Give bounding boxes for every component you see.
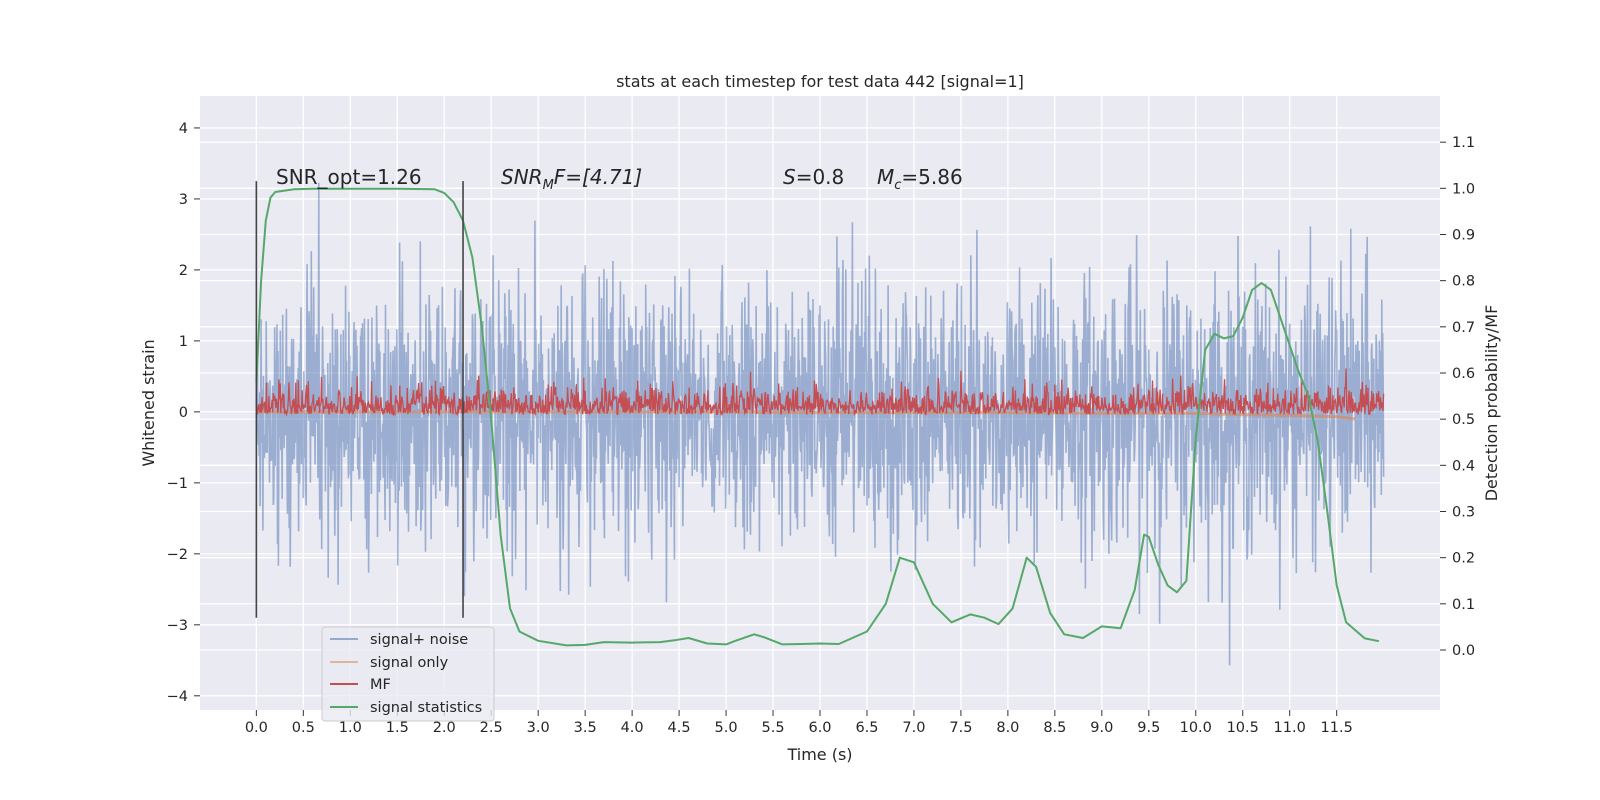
y-axis-right-label: Detection probability/MF xyxy=(1482,305,1501,502)
x-tick-label: 9.5 xyxy=(1137,720,1160,736)
legend-label-signal-noise: signal+ noise xyxy=(370,632,468,648)
y-axis-left-ticks: 4 3 2 1 0 −1 −2 −3 −4 xyxy=(167,121,200,705)
y-right-tick-label: 0.4 xyxy=(1452,458,1475,474)
x-tick-label: 4.0 xyxy=(621,720,644,736)
y-right-tick-label: 0.8 xyxy=(1452,274,1475,290)
legend: signal+ noise signal only MF signal stat… xyxy=(321,626,495,722)
vertical-lines xyxy=(255,181,464,618)
y-left-tick-label: −2 xyxy=(167,547,188,563)
x-tick-label: 8.5 xyxy=(1043,720,1066,736)
x-tick-label: 10.5 xyxy=(1227,720,1259,736)
x-tick-label: 5.0 xyxy=(715,720,738,736)
y-axis-right-ticks: 1.1 1.0 0.9 0.8 0.7 0.6 0.5 0.4 0.3 0.2 0.1 0.0 xyxy=(1440,135,1475,659)
y-left-tick-label: 2 xyxy=(179,263,188,279)
x-tick-label: 1.0 xyxy=(339,720,362,736)
x-tick-label: 10.0 xyxy=(1180,720,1212,736)
chart-title: stats at each timestep for test data 442… xyxy=(616,72,1024,91)
y-left-tick-label: 4 xyxy=(179,121,188,137)
x-tick-label: 8.0 xyxy=(996,720,1019,736)
x-axis-label: Time (s) xyxy=(786,745,852,764)
series-signal-noise xyxy=(255,182,1385,666)
y-right-tick-label: 0.2 xyxy=(1452,551,1475,567)
x-tick-label: 3.5 xyxy=(574,720,597,736)
y-left-tick-label: −4 xyxy=(167,689,188,705)
annotation-snr-mf: SNRMF=[4.71] xyxy=(501,165,642,193)
y-right-tick-label: 0.7 xyxy=(1452,320,1475,336)
y-right-tick-label: 0.9 xyxy=(1452,227,1475,243)
y-right-tick-label: 1.0 xyxy=(1452,181,1475,197)
x-tick-label: 2.0 xyxy=(433,720,456,736)
y-right-tick-label: 0.5 xyxy=(1452,412,1475,428)
series-layer xyxy=(255,182,1385,666)
x-tick-label: 7.5 xyxy=(949,720,972,736)
y-axis-left-label: Whitened strain xyxy=(139,339,158,466)
x-tick-label: 1.5 xyxy=(386,720,409,736)
y-left-tick-label: 0 xyxy=(179,405,188,421)
y-right-tick-label: 0.3 xyxy=(1452,504,1475,520)
y-right-tick-label: 0.6 xyxy=(1452,366,1475,382)
legend-label-signal-only: signal only xyxy=(370,655,449,671)
x-tick-label: 0.0 xyxy=(245,720,268,736)
x-tick-label: 9.0 xyxy=(1090,720,1113,736)
legend-label-signal-statistics: signal statistics xyxy=(370,700,482,716)
y-right-tick-label: 0.1 xyxy=(1452,597,1475,613)
x-tick-label: 0.5 xyxy=(292,720,315,736)
annotation-snr-opt: SNR_opt=1.26 xyxy=(276,165,422,189)
x-tick-label: 6.5 xyxy=(855,720,878,736)
series-signal-statistics xyxy=(255,187,1380,647)
y-left-tick-label: −1 xyxy=(167,476,188,492)
y-left-tick-label: −3 xyxy=(167,618,188,634)
annotation-chirp-mass: Mc=5.86 xyxy=(877,165,963,193)
y-left-tick-label: 3 xyxy=(179,192,188,208)
x-tick-label: 2.5 xyxy=(480,720,503,736)
series-signal-only xyxy=(256,410,1356,421)
x-axis-ticks: 0.0 0.5 1.0 1.5 2.0 2.5 3.0 3.5 4.0 4.5 5.0 5.5 6.0 6… xyxy=(245,710,1353,736)
y-right-tick-label: 1.1 xyxy=(1452,135,1475,151)
x-tick-label: 5.5 xyxy=(761,720,784,736)
x-tick-label: 7.0 xyxy=(902,720,925,736)
legend-label-mf: MF xyxy=(370,677,391,693)
y-left-tick-label: 1 xyxy=(179,334,188,350)
series-mf xyxy=(255,368,1385,417)
x-tick-label: 11.0 xyxy=(1274,720,1306,736)
x-tick-label: 4.5 xyxy=(668,720,691,736)
x-tick-label: 6.0 xyxy=(808,720,831,736)
x-tick-label: 3.0 xyxy=(527,720,550,736)
legend-box xyxy=(321,626,495,722)
x-tick-label: 11.5 xyxy=(1321,720,1353,736)
annotation-spin: S=0.8 xyxy=(783,165,844,189)
y-right-tick-label: 0.0 xyxy=(1452,643,1475,659)
